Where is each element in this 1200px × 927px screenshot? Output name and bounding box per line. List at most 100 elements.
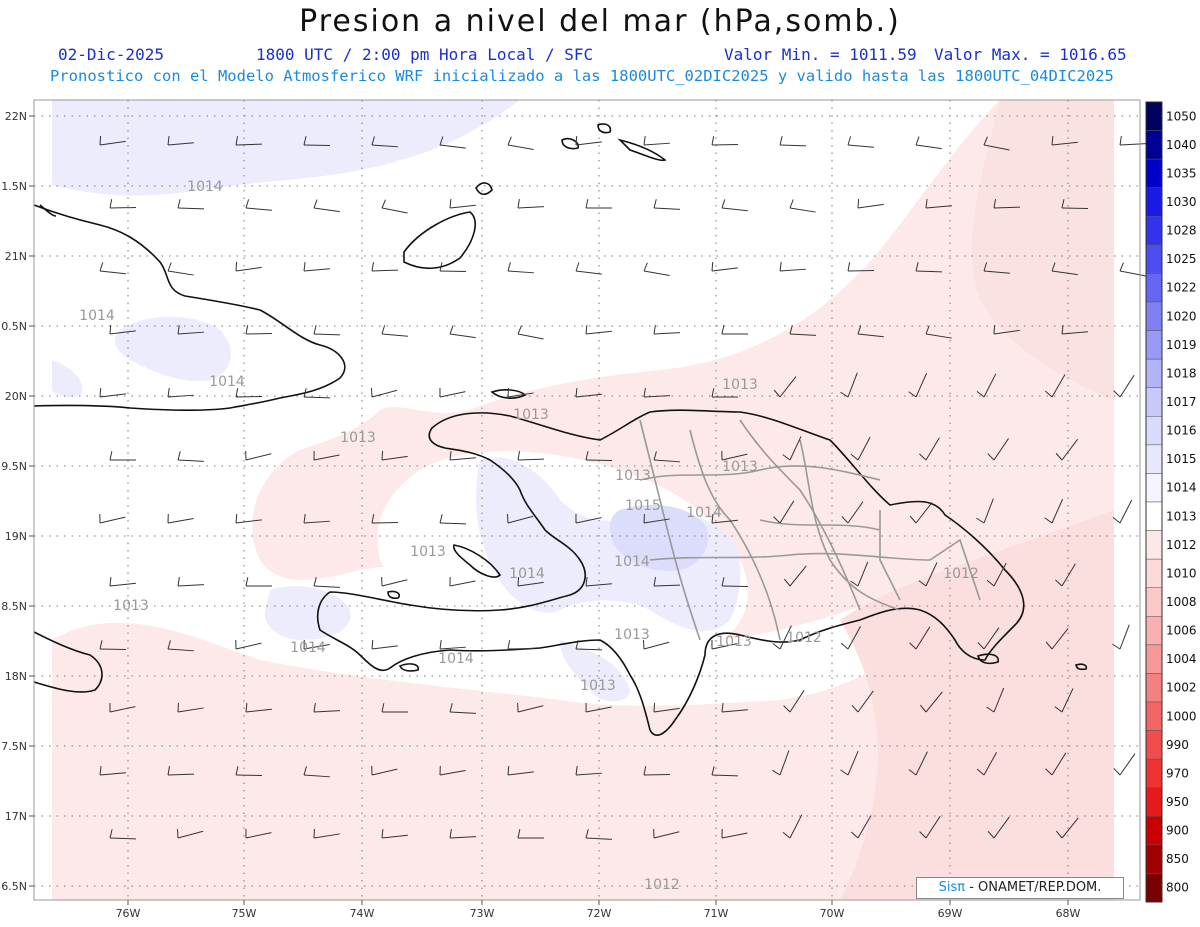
legend-label: 1025 <box>1166 252 1197 266</box>
pressure-shading-ne <box>971 100 1114 400</box>
contour-label: 1013 <box>580 678 616 694</box>
legend-label: 1004 <box>1166 652 1197 666</box>
wind-barb <box>245 828 272 839</box>
contour-label: 1014 <box>509 566 545 582</box>
wind-barb <box>643 388 670 398</box>
lat-label: 7.5N <box>1 740 27 753</box>
wind-barb <box>772 750 790 776</box>
wind-barb <box>585 577 612 587</box>
wind-barb <box>850 436 871 461</box>
lat-label: 8.5N <box>1 600 27 613</box>
legend-label: 1040 <box>1166 138 1197 152</box>
max-value-label: Valor Max. = 1016.65 <box>934 45 1127 64</box>
wind-barb <box>976 498 994 524</box>
wind-barb <box>109 576 136 587</box>
wind-barb <box>1061 199 1089 209</box>
lat-label: 22N <box>5 110 27 123</box>
wind-barb <box>909 626 931 650</box>
wind-barb <box>908 373 928 398</box>
wind-barb <box>1044 499 1064 524</box>
wind-barb <box>1051 135 1078 146</box>
wind-barb <box>986 687 1005 713</box>
wind-barb <box>517 451 545 461</box>
legend-swatch <box>1145 330 1163 360</box>
wind-barb <box>1045 628 1069 650</box>
wind-barb <box>109 829 137 840</box>
legend-label: 1050 <box>1166 109 1197 123</box>
wind-barb <box>303 262 330 272</box>
wind-barb <box>987 816 1010 839</box>
wind-barb <box>439 262 467 272</box>
wind-barb <box>313 703 340 713</box>
wind-barb <box>381 576 408 587</box>
wind-barb <box>177 199 205 210</box>
legend-swatch <box>1145 101 1163 131</box>
lon-label: 75W <box>232 907 257 920</box>
wind-barb <box>371 136 398 148</box>
wind-barb <box>575 766 602 776</box>
wind-barb <box>235 513 262 524</box>
wind-barb <box>850 561 869 587</box>
map-frame <box>33 99 1141 901</box>
lon-label: 73W <box>470 907 495 920</box>
wind-barb <box>643 136 670 146</box>
wind-barb <box>1119 136 1146 146</box>
wind-barb <box>1055 817 1079 839</box>
wind-barb <box>575 135 602 146</box>
wind-barb <box>303 514 330 524</box>
wind-barb <box>449 829 476 839</box>
wind-barb <box>245 199 272 211</box>
lat-label: 6.5N <box>1 880 27 893</box>
wind-barb <box>303 136 331 146</box>
legend-swatch <box>1145 587 1163 617</box>
wind-barb <box>1051 262 1078 276</box>
legend-label: 1014 <box>1166 481 1197 495</box>
legend-label: 970 <box>1166 766 1189 780</box>
legend-label: 1008 <box>1166 595 1197 609</box>
legend-swatch <box>1145 358 1163 388</box>
wind-barb <box>517 199 544 209</box>
wind-barb <box>653 577 681 587</box>
legend-label: 1015 <box>1166 452 1197 466</box>
wind-barb <box>653 199 680 210</box>
legend-label: 1000 <box>1166 709 1197 723</box>
wind-barb <box>993 199 1021 209</box>
wind-barb <box>99 513 126 524</box>
legend-swatch <box>1145 387 1163 417</box>
wind-barb <box>575 640 603 651</box>
legend-swatch <box>1145 673 1163 703</box>
wind-barb <box>585 829 612 840</box>
contour-label: 1013 <box>716 634 752 650</box>
legend-label: 1028 <box>1166 224 1197 238</box>
wind-barb <box>381 828 408 839</box>
contour-label: 1014 <box>79 308 115 324</box>
wind-barb <box>313 828 340 839</box>
lat-label: 1.5N <box>1 180 27 193</box>
wind-barb <box>782 814 803 839</box>
wind-barb <box>99 262 126 275</box>
wind-barb <box>976 752 998 776</box>
legend-swatch <box>1145 530 1163 560</box>
min-value-label: Valor Min. = 1011.59 <box>724 45 917 64</box>
legend-swatch <box>1145 416 1163 446</box>
wind-barb <box>517 576 544 587</box>
contour-label: 1014 <box>686 505 722 521</box>
legend-label: 1013 <box>1166 509 1197 523</box>
wind-barb <box>983 136 1010 151</box>
wind-barb <box>721 703 748 713</box>
wind-barb <box>167 136 194 146</box>
wind-barb <box>575 262 602 275</box>
contour-label: 1015 <box>625 498 661 514</box>
wind-barb <box>711 639 738 650</box>
legend-label: 1002 <box>1166 681 1197 695</box>
legend-frame <box>1145 101 1163 903</box>
wind-barb <box>235 388 263 398</box>
legend-label: 850 <box>1166 852 1189 866</box>
contour-label: 1013 <box>410 544 446 560</box>
legend-swatch <box>1145 644 1163 674</box>
wind-barb <box>167 513 194 524</box>
wind-barb <box>653 702 680 713</box>
wind-barb <box>303 766 330 778</box>
wind-barb <box>1113 374 1135 398</box>
